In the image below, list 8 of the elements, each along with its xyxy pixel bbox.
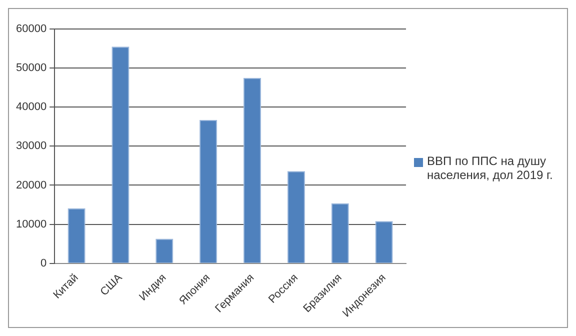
y-tick-label: 40000 (16, 101, 47, 114)
legend-label: ВВП по ППС на душу населения, дол 2019 г. (427, 154, 554, 182)
y-tick-label: 50000 (16, 62, 47, 74)
y-tick-label: 10000 (16, 218, 47, 230)
y-tick-label: 20000 (16, 179, 47, 192)
y-tick-label: 0 (40, 257, 47, 270)
y-tick-label: 60000 (16, 23, 47, 36)
y-tick-label: 30000 (16, 140, 47, 152)
